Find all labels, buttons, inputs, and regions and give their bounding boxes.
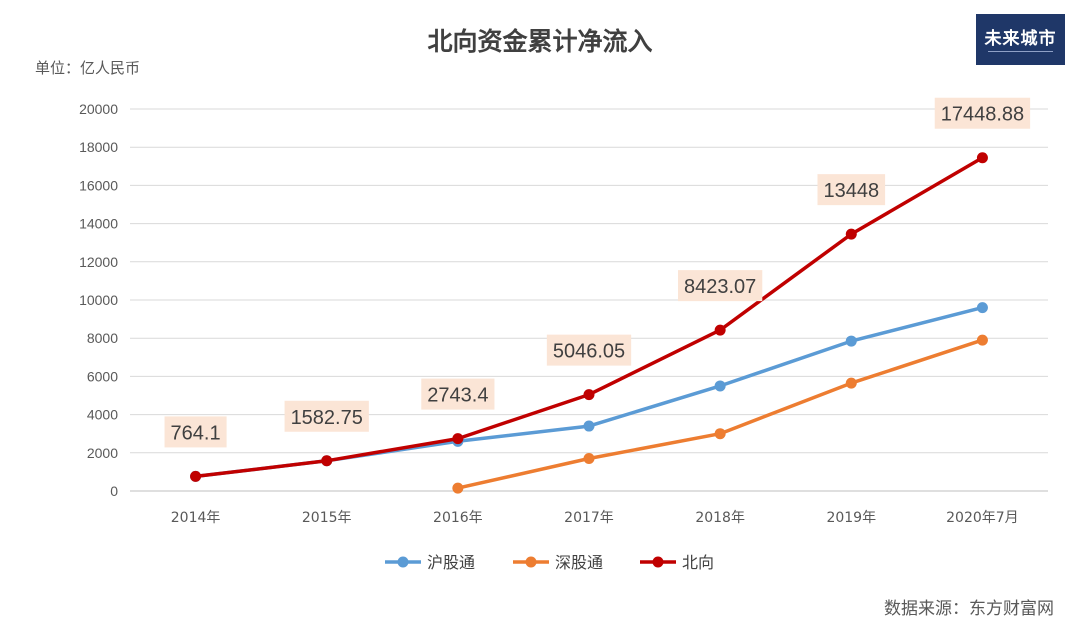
data-point [583,389,595,401]
brand-logo: 未来城市 [976,14,1065,65]
source-label: 数据来源：东方财富网 [884,599,1054,619]
data-point [714,380,726,392]
legend-marker [525,556,537,568]
y-tick-label: 20000 [79,101,118,117]
legend-label: 沪股通 [427,553,475,572]
data-point [845,228,857,240]
x-tick-label: 2016年 [433,510,483,526]
y-tick-label: 12000 [79,254,118,270]
y-tick-label: 2000 [87,445,118,461]
data-label: 8423.07 [677,270,763,302]
data-label-box [421,378,495,410]
legend-label: 北向 [682,553,714,572]
data-point [714,324,726,336]
y-tick-label: 14000 [79,216,118,232]
x-tick-label: 2018年 [695,510,745,526]
legend-marker [652,556,664,568]
data-label: 764.1 [164,416,227,448]
x-tick-label: 2015年 [302,510,352,526]
y-tick-label: 6000 [87,368,118,384]
x-tick-label: 2020年7月 [946,510,1019,526]
y-tick-label: 18000 [79,139,118,155]
series-lines [190,152,988,494]
axes: 0 2000 4000 6000 8000 10000 12000 14000 16000 180… [79,101,1019,526]
data-label-box [284,400,369,432]
x-tick-label: 2017年 [564,510,614,526]
y-tick-label: 10000 [79,292,118,308]
legend: 沪股通 深股通 北向 [385,553,714,572]
data-point [714,428,726,440]
data-point [583,420,595,432]
data-label-box [817,174,886,206]
data-label: 2743.4 [421,378,495,410]
data-label-text: 8423.07 [684,276,756,298]
legend-marker [397,556,409,568]
grid-lines [130,108,1048,492]
legend-label: 深股通 [555,553,603,572]
data-point [976,302,988,314]
data-point [845,377,857,389]
data-point [583,453,595,465]
data-label: 17448.88 [934,97,1031,129]
data-label-text: 764.1 [171,422,221,444]
data-label-box [546,334,632,366]
data-point [976,334,988,346]
data-label-text: 17448.88 [941,104,1024,126]
logo-text: 未来城市 [984,29,1057,49]
logo-underline [988,51,1053,52]
y-tick-label: 0 [110,483,118,499]
data-labels: 764.1 1582.75 2743.4 5046.05 8423.07 13448 174… [164,97,1031,448]
data-label-box [677,270,763,302]
data-point [452,482,464,494]
data-point [976,152,988,164]
data-point [321,455,333,467]
data-label: 1582.75 [284,400,369,432]
data-label-box [934,97,1031,129]
data-label: 5046.05 [546,334,632,366]
data-point [190,470,202,482]
y-tick-label: 16000 [79,177,118,193]
y-tick-label: 4000 [87,407,118,423]
y-tick-label: 8000 [87,330,118,346]
data-label-text: 1582.75 [291,407,363,429]
data-label-text: 5046.05 [553,341,625,363]
x-tick-label: 2014年 [171,510,221,526]
data-label-text: 2743.4 [427,385,488,407]
x-tick-label: 2019年 [826,510,876,526]
chart-title: 北向资金累计净流入 [427,27,653,56]
data-label-box [164,416,227,448]
data-label: 13448 [817,174,886,206]
unit-label: 单位：亿人民币 [35,59,141,77]
data-point [845,335,857,347]
data-point [452,433,464,445]
data-label-text: 13448 [823,180,879,202]
